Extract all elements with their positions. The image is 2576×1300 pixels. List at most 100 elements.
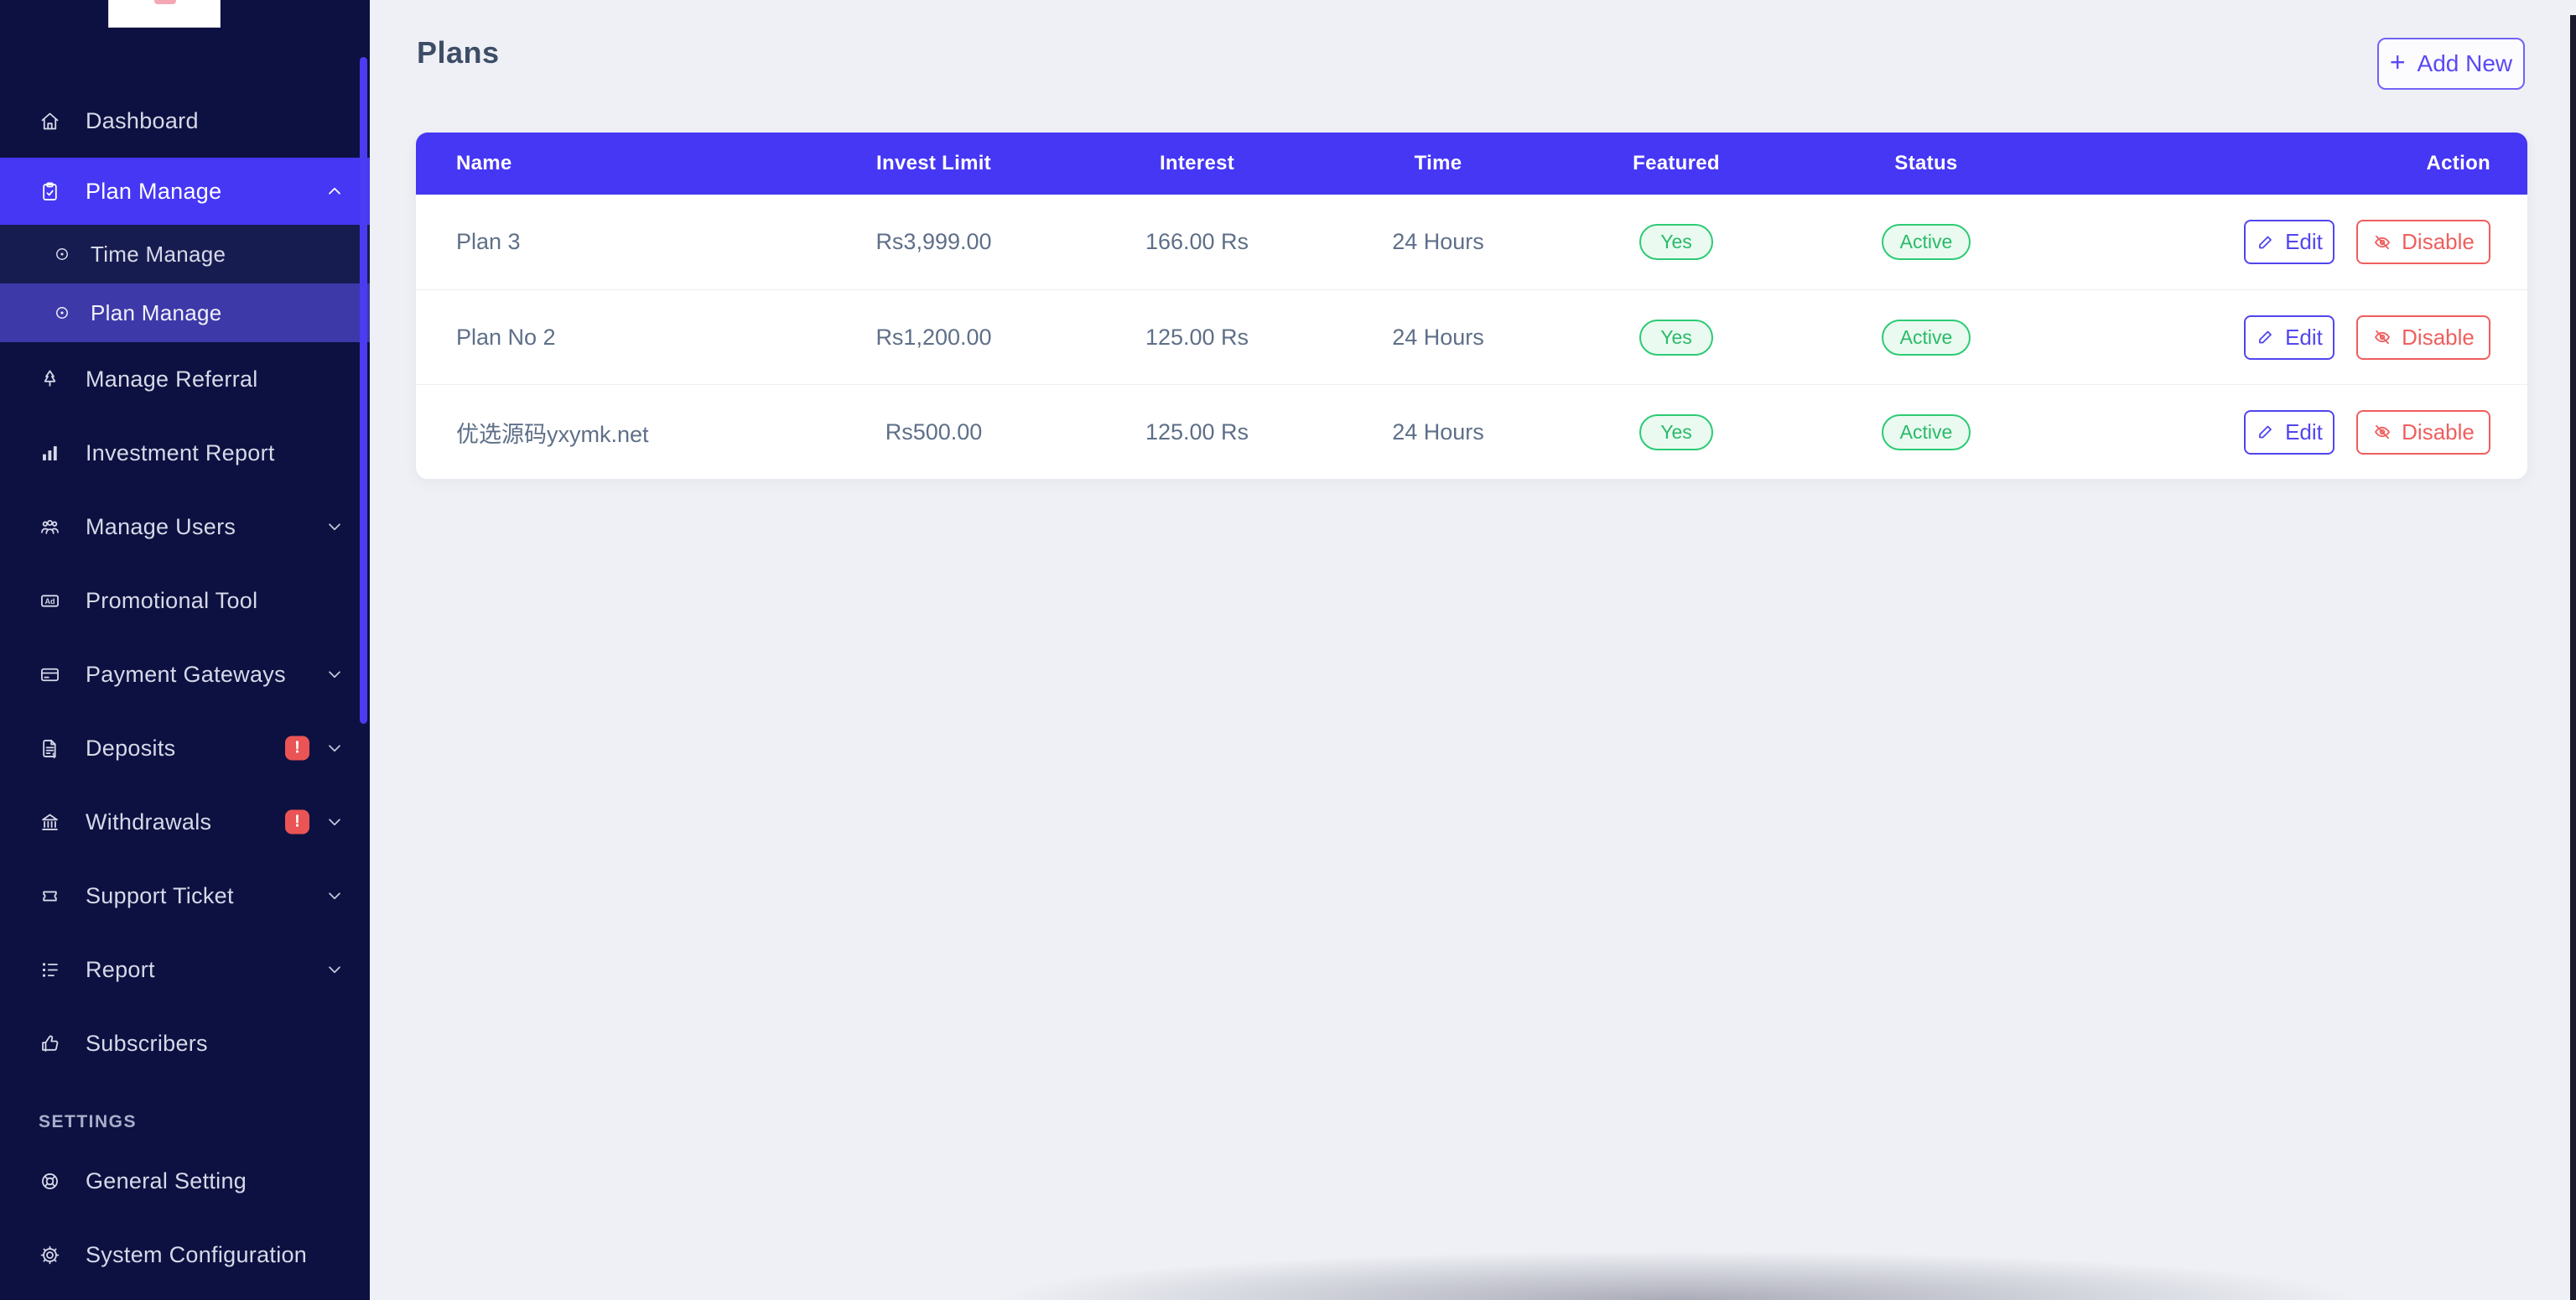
cell-action: Edit Disable — [2073, 195, 2527, 289]
sidebar-item-investment-report[interactable]: Investment Report — [0, 416, 370, 490]
sidebar-item-system-configuration[interactable]: System Configuration — [0, 1218, 370, 1292]
sidebar-item-label: Report — [86, 956, 155, 982]
cell-interest: 125.00 Rs — [1145, 324, 1249, 350]
chevron-down-icon — [324, 737, 345, 759]
bottom-shadow — [772, 1231, 2576, 1300]
cell-status: Active — [1779, 290, 2073, 384]
bank-icon — [39, 811, 61, 834]
chevron-down-icon — [324, 516, 345, 538]
sidebar-nav: Dashboard Plan Manage Time Manage Plan Mana… — [0, 84, 370, 1292]
column-header-name: Name — [456, 152, 512, 174]
cell-featured: Yes — [1573, 195, 1779, 289]
users-icon — [39, 516, 61, 538]
sidebar-item-label: Withdrawals — [86, 809, 212, 835]
sidebar-item-subscribers[interactable]: Subscribers — [0, 1006, 370, 1080]
sidebar-item-label: Support Ticket — [86, 882, 234, 908]
sidebar-item-label: Manage Users — [86, 513, 236, 539]
sidebar-item-dashboard[interactable]: Dashboard — [0, 84, 370, 158]
ring-icon — [39, 1170, 61, 1193]
chevron-up-icon — [324, 180, 345, 202]
chevron-down-icon — [324, 885, 345, 907]
disable-button[interactable]: Disable — [2356, 409, 2490, 455]
sidebar-item-label: Time Manage — [91, 241, 226, 267]
plus-icon: + — [2389, 47, 2406, 77]
cell-invest-limit: Rs1,200.00 — [875, 324, 992, 350]
main-content: Plans + Add New Name Invest Limit Interest… — [370, 0, 2576, 1300]
sidebar-item-label: General Setting — [86, 1167, 247, 1193]
sidebar-item-plan-manage[interactable]: Plan Manage — [0, 158, 370, 225]
featured-badge: Yes — [1639, 413, 1713, 450]
column-header-action: Action — [2426, 152, 2490, 174]
column-header-invest-limit: Invest Limit — [876, 152, 991, 174]
disable-label: Disable — [2402, 324, 2475, 350]
sidebar-item-label: System Configuration — [86, 1241, 308, 1267]
cell-status: Active — [1779, 385, 2073, 479]
sidebar-item-label: Deposits — [86, 735, 176, 761]
eye-off-icon — [2372, 327, 2392, 347]
cell-name: Plan No 2 — [456, 324, 556, 350]
cell-action: Edit Disable — [2073, 385, 2527, 479]
cell-time: 24 Hours — [1392, 324, 1484, 350]
column-header-status: Status — [1894, 152, 1958, 174]
sidebar-item-general-setting[interactable]: General Setting — [0, 1144, 370, 1218]
sidebar-item-time-manage[interactable]: Time Manage — [0, 225, 370, 283]
file-dollar-icon: $ — [39, 737, 61, 760]
disable-button[interactable]: Disable — [2356, 315, 2490, 360]
edit-button[interactable]: Edit — [2244, 220, 2334, 264]
cell-time: 24 Hours — [1392, 229, 1484, 254]
edit-button[interactable]: Edit — [2244, 409, 2334, 455]
eye-off-icon — [2372, 422, 2392, 442]
sidebar-item-support-ticket[interactable]: Support Ticket — [0, 859, 370, 933]
chevron-down-icon — [324, 811, 345, 833]
sidebar-item-report[interactable]: Report — [0, 933, 370, 1006]
sidebar-item-deposits[interactable]: $ Deposits! — [0, 711, 370, 785]
page-title: Plans — [417, 35, 500, 70]
pencil-icon — [2256, 422, 2276, 442]
column-header-time: Time — [1414, 152, 1462, 174]
add-new-button[interactable]: + Add New — [2377, 38, 2525, 90]
sidebar-item-manage-referral[interactable]: Manage Referral — [0, 342, 370, 416]
table-row: 优选源码yxymk.net Rs500.00 125.00 Rs 24 Hour… — [416, 384, 2527, 479]
disable-button[interactable]: Disable — [2356, 220, 2490, 264]
alert-badge: ! — [285, 736, 309, 761]
edit-button[interactable]: Edit — [2244, 315, 2334, 360]
sidebar-scrollbar-thumb[interactable] — [360, 57, 367, 724]
bar-chart-icon — [39, 442, 61, 465]
sidebar-item-withdrawals[interactable]: Withdrawals! — [0, 785, 370, 859]
sidebar-item-label: Manage Referral — [86, 366, 258, 392]
cell-action: Edit Disable — [2073, 290, 2527, 384]
status-badge: Active — [1881, 224, 1971, 260]
status-badge: Active — [1881, 413, 1971, 450]
table-header-row: Name Invest Limit Interest Time Featured Stat… — [416, 133, 2527, 195]
cell-interest: 166.00 Rs — [1145, 229, 1249, 254]
sidebar-item-label: Payment Gateways — [86, 661, 286, 687]
eye-off-icon — [2372, 232, 2392, 252]
add-new-label: Add New — [2417, 50, 2513, 76]
sidebar-item-label: Promotional Tool — [86, 587, 258, 613]
ad-icon: Ad — [39, 590, 61, 612]
sidebar-item-label: Investment Report — [86, 439, 275, 465]
circle-dot-icon — [53, 245, 71, 263]
gear-icon — [39, 1244, 61, 1266]
table-row: Plan No 2 Rs1,200.00 125.00 Rs 24 Hours … — [416, 289, 2527, 384]
table-row: Plan 3 Rs3,999.00 166.00 Rs 24 Hours Yes… — [416, 195, 2527, 289]
sidebar-item-label: Plan Manage — [86, 178, 222, 204]
cell-interest: 125.00 Rs — [1145, 419, 1249, 445]
sidebar-item-manage-users[interactable]: Manage Users — [0, 490, 370, 564]
thumb-up-icon — [39, 1032, 61, 1055]
circle-dot-icon — [53, 304, 71, 322]
logo-mark — [154, 0, 176, 4]
cell-invest-limit: Rs3,999.00 — [875, 229, 992, 254]
cell-name: 优选源码yxymk.net — [456, 421, 649, 447]
sidebar-item-promotional-tool[interactable]: Ad Promotional Tool — [0, 564, 370, 637]
pencil-icon — [2256, 232, 2276, 252]
sidebar-item-label: Dashboard — [86, 107, 199, 133]
status-badge: Active — [1881, 319, 1971, 356]
svg-text:$: $ — [52, 751, 56, 759]
cell-time: 24 Hours — [1392, 419, 1484, 445]
sidebar-item-payment-gateways[interactable]: Payment Gateways — [0, 637, 370, 711]
home-icon — [39, 110, 61, 133]
window-right-edge — [2570, 15, 2576, 1300]
plans-table-card: Name Invest Limit Interest Time Featured Stat… — [416, 133, 2527, 479]
sidebar-item-plan-manage[interactable]: Plan Manage — [0, 283, 370, 342]
